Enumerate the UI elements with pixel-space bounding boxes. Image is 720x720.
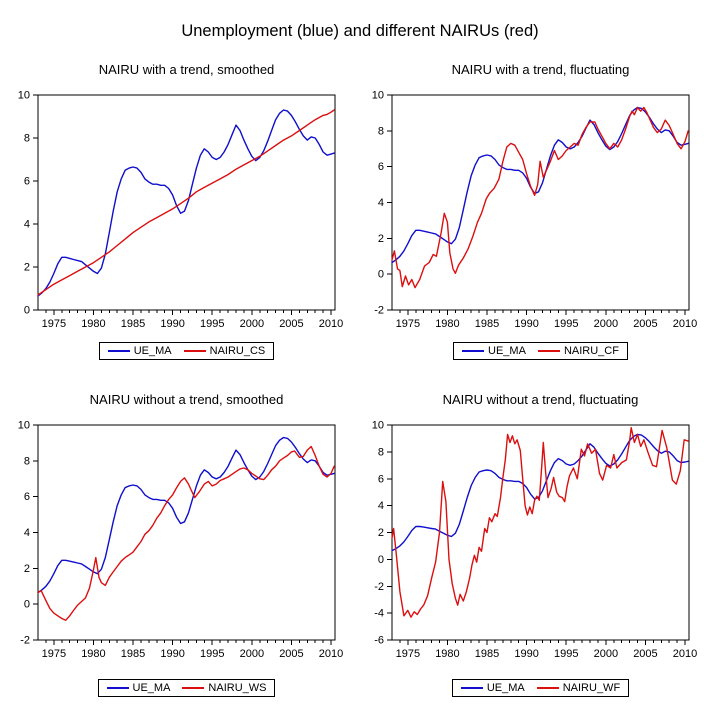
svg-text:-4: -4: [374, 608, 384, 620]
legend-label-ue-ma: UE_MA: [488, 345, 526, 357]
legend-notrend-smoothed: UE_MA NAIRU_WS: [38, 679, 335, 697]
legend-label-nairu-ws: NAIRU_WS: [208, 682, 267, 694]
svg-text:2000: 2000: [594, 648, 618, 660]
panel-title-trend-fluctuating: NAIRU with a trend, fluctuating: [451, 62, 630, 77]
svg-text:2: 2: [378, 527, 384, 539]
svg-text:6: 6: [378, 161, 384, 173]
svg-text:1990: 1990: [160, 648, 184, 660]
svg-text:1980: 1980: [435, 648, 459, 660]
legend-label-nairu-cf: NAIRU_CF: [563, 345, 619, 357]
svg-text:10: 10: [372, 420, 384, 432]
legend-line-red-icon: [536, 687, 559, 689]
svg-text:2000: 2000: [240, 648, 264, 660]
svg-text:2005: 2005: [633, 648, 657, 660]
svg-text:0: 0: [378, 269, 384, 281]
svg-text:4: 4: [24, 527, 30, 539]
svg-text:10: 10: [372, 90, 384, 102]
svg-text:6: 6: [378, 473, 384, 485]
svg-text:1980: 1980: [81, 648, 105, 660]
svg-text:-6: -6: [374, 635, 384, 647]
legend-box: UE_MA NAIRU_WS: [97, 679, 276, 697]
svg-text:1975: 1975: [396, 318, 420, 330]
svg-text:2: 2: [24, 262, 30, 274]
svg-text:2010: 2010: [319, 318, 343, 330]
legend-label-nairu-cs: NAIRU_CS: [209, 345, 266, 357]
legend-line-red-icon: [537, 350, 560, 352]
legend-line-blue-icon: [462, 350, 485, 352]
svg-text:1985: 1985: [121, 648, 145, 660]
main-title: Unemployment (blue) and different NAIRUs…: [181, 22, 539, 40]
svg-text:4: 4: [24, 219, 30, 231]
svg-text:1995: 1995: [200, 648, 224, 660]
svg-text:2005: 2005: [279, 318, 303, 330]
legend-label-nairu-wf: NAIRU_WF: [562, 682, 621, 694]
svg-text:4: 4: [378, 197, 384, 209]
svg-text:-2: -2: [374, 305, 384, 317]
svg-text:1990: 1990: [514, 648, 538, 660]
svg-text:1975: 1975: [42, 648, 66, 660]
line-chart-notrend-fluctuating: -6 -4 -2 0 2 4 6 8 10 1975 1980 1985 1990 1995 2000 200…: [372, 420, 698, 661]
svg-text:8: 8: [24, 455, 30, 467]
svg-text:2000: 2000: [594, 318, 618, 330]
svg-text:1985: 1985: [121, 318, 145, 330]
legend-trend-fluctuating: UE_MA NAIRU_CF: [392, 342, 689, 360]
svg-text:1975: 1975: [42, 318, 66, 330]
svg-text:1990: 1990: [514, 318, 538, 330]
svg-text:1995: 1995: [554, 318, 578, 330]
panel-title-notrend-fluctuating: NAIRU without a trend, fluctuating: [442, 392, 639, 407]
svg-text:0: 0: [378, 554, 384, 566]
svg-text:1980: 1980: [435, 318, 459, 330]
panel-title-notrend-smoothed: NAIRU without a trend, smoothed: [89, 392, 284, 407]
legend-label-ue-ma: UE_MA: [132, 682, 171, 694]
svg-text:1975: 1975: [396, 648, 420, 660]
legend-line-red-icon: [182, 687, 205, 689]
legend-trend-smoothed: UE_MA NAIRU_CS: [38, 342, 335, 360]
svg-text:8: 8: [378, 125, 384, 137]
svg-text:6: 6: [24, 491, 30, 503]
legend-line-blue-icon: [460, 687, 483, 689]
svg-text:1995: 1995: [554, 648, 578, 660]
svg-text:1995: 1995: [200, 318, 224, 330]
line-chart-trend-smoothed: 0 2 4 6 8 10 1975 1980 1985 1990 1995 2000 2005 2010: [18, 90, 344, 331]
svg-text:0: 0: [24, 305, 30, 317]
svg-text:0: 0: [24, 599, 30, 611]
svg-text:1980: 1980: [81, 318, 105, 330]
svg-text:2010: 2010: [673, 318, 697, 330]
legend-line-blue-icon: [107, 350, 130, 352]
svg-text:4: 4: [378, 500, 384, 512]
panel-title-trend-smoothed: NAIRU with a trend, smoothed: [98, 62, 275, 77]
legend-notrend-fluctuating: UE_MA NAIRU_WF: [392, 679, 689, 697]
legend-label-ue-ma: UE_MA: [133, 345, 172, 357]
svg-text:6: 6: [24, 176, 30, 188]
legend-box: UE_MA NAIRU_CS: [98, 342, 275, 360]
svg-text:2: 2: [24, 563, 30, 575]
legend-box: UE_MA NAIRU_WF: [451, 679, 630, 697]
legend-box: UE_MA NAIRU_CF: [453, 342, 628, 360]
svg-text:2: 2: [378, 233, 384, 245]
svg-text:10: 10: [18, 420, 30, 432]
svg-text:1985: 1985: [475, 648, 499, 660]
svg-text:1985: 1985: [475, 318, 499, 330]
svg-text:8: 8: [378, 446, 384, 458]
line-chart-trend-fluctuating: -2 0 2 4 6 8 10 1975 1980 1985 1990 1995 2000 2005 201…: [372, 90, 698, 331]
legend-line-blue-icon: [106, 687, 129, 689]
svg-text:8: 8: [24, 133, 30, 145]
legend-line-red-icon: [183, 350, 206, 352]
svg-text:2010: 2010: [673, 648, 697, 660]
svg-text:-2: -2: [374, 581, 384, 593]
line-chart-notrend-smoothed: -2 0 2 4 6 8 10 1975 1980 1985 1990 1995 2000 2005 201…: [18, 420, 344, 661]
svg-text:2000: 2000: [240, 318, 264, 330]
svg-text:1990: 1990: [160, 318, 184, 330]
svg-text:2005: 2005: [633, 318, 657, 330]
legend-label-ue-ma: UE_MA: [486, 682, 525, 694]
svg-text:10: 10: [18, 90, 30, 102]
svg-text:2010: 2010: [319, 648, 343, 660]
svg-text:2005: 2005: [279, 648, 303, 660]
svg-text:-2: -2: [20, 635, 30, 647]
